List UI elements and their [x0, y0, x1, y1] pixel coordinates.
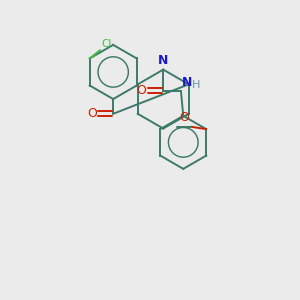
Text: N: N [158, 54, 168, 67]
Text: Cl: Cl [101, 39, 112, 49]
Text: N: N [182, 76, 193, 89]
Text: O: O [87, 107, 97, 120]
Text: H: H [192, 80, 200, 90]
Text: O: O [136, 84, 146, 97]
Text: O: O [180, 111, 189, 124]
